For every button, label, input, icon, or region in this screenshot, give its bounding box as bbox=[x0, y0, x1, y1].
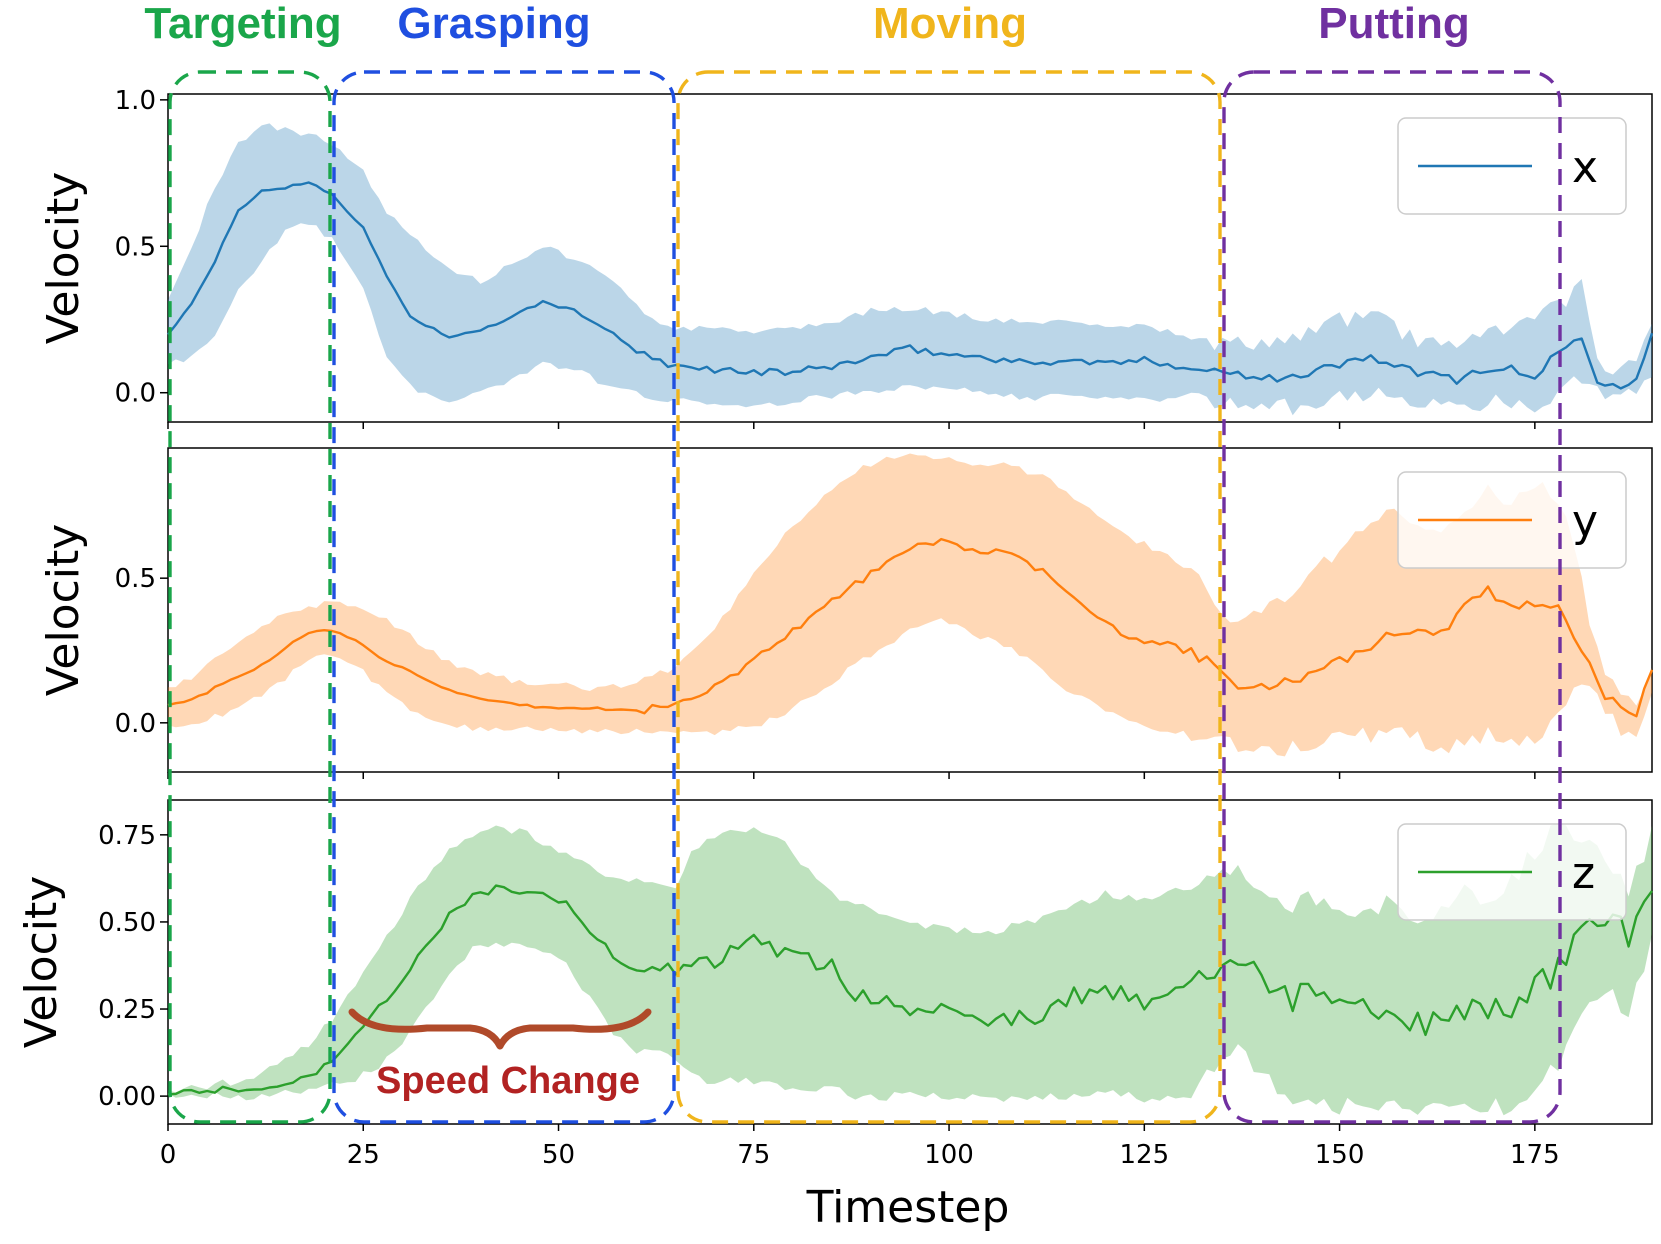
ytick-y-label-1: 0.5 bbox=[115, 564, 156, 594]
ytick-x-label-1: 0.5 bbox=[115, 232, 156, 262]
xtick-label-6: 150 bbox=[1315, 1140, 1365, 1170]
speed-change-brace bbox=[348, 1008, 652, 1050]
series-y-line bbox=[167, 537, 1654, 718]
series-x-band bbox=[168, 123, 1652, 416]
ytick-x-label-2: 1.0 bbox=[115, 86, 156, 116]
phase-boxes-layer bbox=[168, 70, 1562, 1124]
ytick-z-label-2: 0.50 bbox=[98, 908, 156, 938]
ytick-z-label-0: 0.00 bbox=[98, 1082, 156, 1112]
phase-labels-layer: Targeting Grasping Moving Putting bbox=[144, 0, 1469, 48]
series-x-line bbox=[167, 181, 1654, 390]
ytick-y-label-0: 0.0 bbox=[115, 709, 156, 739]
ylabel-y: Velocity bbox=[38, 524, 89, 697]
panel-y: 0.0 0.5 Velocity y bbox=[38, 447, 1654, 779]
panels-layer: 0.0 0.5 1.0 Velocity x 0.0 0.5 Velocity y 0.00 0.2… bbox=[16, 86, 1654, 1131]
phase-box-grasping bbox=[332, 70, 676, 1124]
ytick-x-label-0: 0.0 bbox=[115, 379, 156, 409]
legend-z-label: z bbox=[1572, 848, 1595, 899]
panel-x-frame bbox=[167, 93, 1653, 423]
xtick-label-1: 25 bbox=[347, 1140, 380, 1170]
series-z-band bbox=[168, 823, 1652, 1116]
ytick-z-label-1: 0.25 bbox=[98, 995, 156, 1025]
x-axis: 0 25 50 75 100 125 150 175 Timestep bbox=[160, 1140, 1560, 1233]
ylabel-x: Velocity bbox=[38, 172, 89, 345]
series-z-line bbox=[167, 884, 1653, 1096]
xtick-label-0: 0 bbox=[160, 1140, 177, 1170]
xtick-label-3: 75 bbox=[737, 1140, 770, 1170]
phase-box-moving bbox=[676, 70, 1222, 1124]
legend-x: x bbox=[1397, 117, 1627, 215]
phase-label-moving: Moving bbox=[873, 0, 1027, 48]
xtick-label-4: 100 bbox=[924, 1140, 974, 1170]
panel-z: 0.00 0.25 0.50 0.75 Velocity z bbox=[16, 799, 1653, 1131]
panel-y-frame bbox=[167, 447, 1653, 773]
annotation-layer: Speed Change bbox=[348, 1008, 652, 1102]
phase-box-putting bbox=[1222, 70, 1562, 1124]
speed-change-label: Speed Change bbox=[376, 1060, 640, 1102]
legend-y: y bbox=[1397, 471, 1627, 569]
panel-z-frame bbox=[167, 799, 1653, 1125]
xtick-label-2: 50 bbox=[542, 1140, 575, 1170]
xtick-label-5: 125 bbox=[1119, 1140, 1169, 1170]
xlabel: Timestep bbox=[806, 1182, 1010, 1233]
panel-x: 0.0 0.5 1.0 Velocity x bbox=[38, 86, 1654, 429]
legend-z: z bbox=[1397, 823, 1627, 921]
phase-label-targeting: Targeting bbox=[144, 0, 341, 48]
legend-x-label: x bbox=[1572, 142, 1598, 193]
phase-label-putting: Putting bbox=[1318, 0, 1470, 48]
legend-y-label: y bbox=[1572, 496, 1598, 547]
xtick-label-7: 175 bbox=[1510, 1140, 1560, 1170]
ytick-z-label-3: 0.75 bbox=[98, 821, 156, 851]
phase-label-grasping: Grasping bbox=[397, 0, 590, 48]
phase-box-targeting bbox=[168, 70, 332, 1124]
ylabel-z: Velocity bbox=[16, 876, 67, 1049]
